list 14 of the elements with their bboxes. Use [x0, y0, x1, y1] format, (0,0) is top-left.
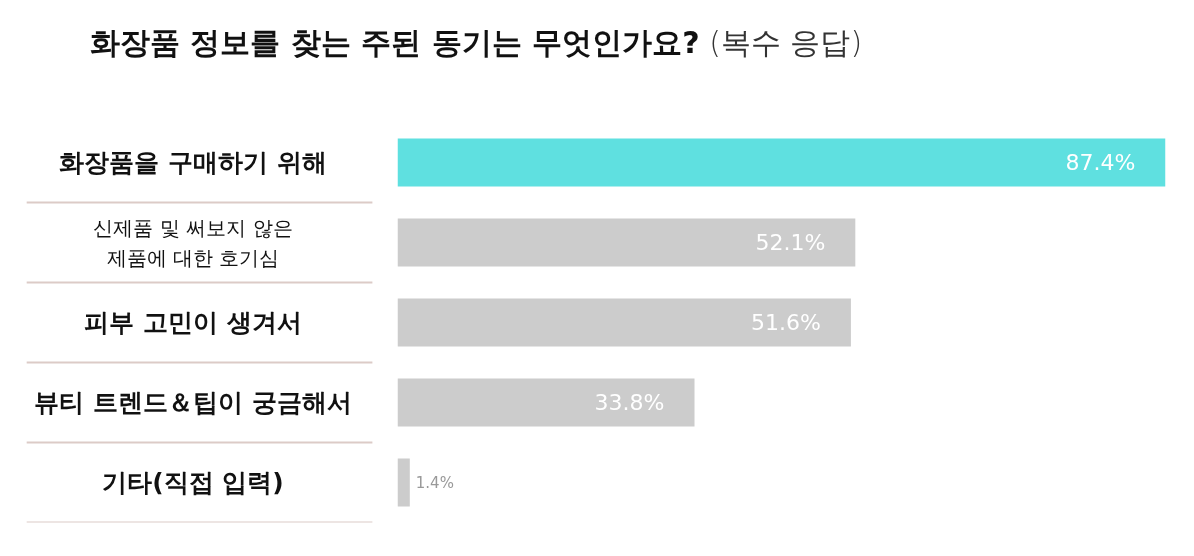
y-tick-label: 피부 고민이 생겨서	[84, 308, 302, 337]
data-label: 87.4%	[1065, 150, 1136, 175]
data-label: 1.4%	[415, 473, 454, 492]
y-tick-label: 화장품을 구매하기 위해	[59, 148, 327, 177]
bar	[397, 218, 856, 267]
y-tick-label: 뷰티 트렌드＆팁이 궁금해서	[34, 388, 352, 417]
bar	[397, 378, 695, 427]
bar	[397, 458, 410, 507]
bar	[397, 138, 1166, 187]
y-tick-label: 신제품 및 써보지 않은 제품에 대한 호기심	[93, 215, 293, 270]
chart-title: 화장품 정보를 찾는 주된 동기는 무엇인가요?	[90, 25, 700, 60]
y-tick-label: 기타(직접 입력)	[102, 468, 284, 497]
bar	[397, 298, 851, 347]
chart-subtitle: (복수 응답)	[709, 25, 863, 60]
